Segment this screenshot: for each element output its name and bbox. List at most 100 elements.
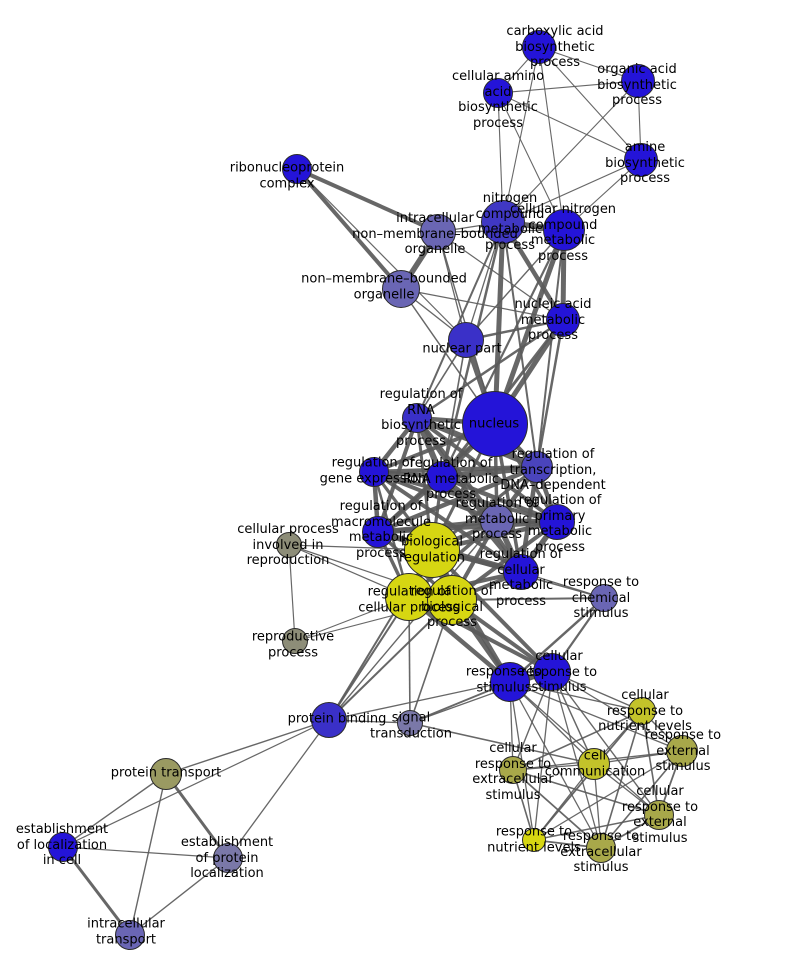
graph-edge[interactable] [129,857,229,936]
graph-edge[interactable] [373,470,558,524]
graph-node-regulation-of-biological-process[interactable] [427,575,477,625]
graph-node-response-to-external-stimulus[interactable] [666,735,698,767]
graph-edge[interactable] [502,159,642,223]
graph-node-cellular-nitrogen-compound-metabolic-process[interactable] [543,209,585,251]
graph-node-label-cell-communication: cell communication [544,748,646,780]
graph-node-response-to-nutrient-levels[interactable] [522,828,546,852]
graph-edge[interactable] [430,548,554,674]
graph-edge[interactable] [502,80,639,223]
graph-node-cell-communication[interactable] [578,748,610,780]
graph-edge[interactable] [377,464,538,535]
graph-edge[interactable] [512,769,660,816]
graph-node-protein-transport[interactable] [150,758,182,790]
graph-edge[interactable] [164,773,230,859]
graph-edge[interactable] [227,719,330,859]
graph-node-label-biological-regulation: biological regulation [398,534,466,566]
graph-edge[interactable] [416,318,564,420]
graph-node-nucleic-acid-metabolic-process[interactable] [546,303,580,337]
graph-edge[interactable] [441,474,558,525]
graph-edge[interactable] [533,750,683,841]
graph-node-organic-acid-biosynthetic-process[interactable] [621,64,655,98]
graph-edge[interactable] [61,846,132,936]
graph-edge[interactable] [62,719,330,848]
graph-node-cellular-response-to-stimulus[interactable] [533,653,571,691]
graph-node-regulation-of-metabolic-process[interactable] [480,504,514,538]
graph-node-protein-binding[interactable] [311,702,347,738]
graph-edge[interactable] [502,46,540,223]
graph-node-label-protein-transport: protein transport [110,765,222,781]
graph-edge[interactable] [295,167,403,291]
graph-edge[interactable] [372,470,523,574]
graph-edge[interactable] [535,319,565,468]
graph-edge[interactable] [377,519,558,535]
graph-node-regulation-of-transcription-dna-dependent[interactable] [521,451,553,483]
graph-node-regulation-of-rna-metabolic-process[interactable] [426,461,458,493]
graph-node-regulation-of-gene-expression[interactable] [359,457,389,487]
graph-node-regulation-of-macromolecule-metabolic-process[interactable] [362,516,394,548]
graph-edge[interactable] [296,168,467,341]
graph-edge[interactable] [600,750,683,849]
graph-edge[interactable] [296,167,439,234]
graph-edge[interactable] [288,544,296,642]
graph-edge[interactable] [509,681,643,712]
graph-node-cellular-response-to-extracellular-stimulus[interactable] [499,756,527,784]
graph-edge[interactable] [551,671,683,752]
graph-edge[interactable] [416,221,504,419]
graph-node-non-membrane-bounded-organelle[interactable] [382,270,420,308]
graph-edge[interactable] [538,46,642,161]
graph-edge[interactable] [509,597,605,683]
graph-node-cellular-amino-acid-biosynthetic-process[interactable] [483,78,513,108]
graph-node-response-to-stimulus[interactable] [490,662,530,702]
graph-edge[interactable] [451,597,605,601]
graph-node-nuclear-part[interactable] [448,322,484,358]
graph-node-regulation-of-cellular-metabolic-process[interactable] [503,554,539,590]
graph-edge[interactable] [373,470,498,523]
graph-edge[interactable] [502,221,538,468]
graph-edge[interactable] [509,681,683,752]
graph-edge[interactable] [465,229,565,341]
graph-node-ribonucleoprotein-complex[interactable] [282,154,312,184]
graph-edge[interactable] [62,846,229,859]
graph-node-label-intracellular-transport: intracellular transport [87,916,165,948]
graph-node-cellular-process-involved-in-reproduction[interactable] [276,532,302,558]
graph-edge[interactable] [533,814,660,841]
graph-edge[interactable] [512,769,602,849]
graph-edge[interactable] [538,46,565,231]
graph-node-cellular-response-to-nutrient-levels[interactable] [628,697,656,725]
graph-node-biological-regulation[interactable] [404,522,460,578]
graph-node-amine-biosynthetic-process[interactable] [624,143,658,177]
graph-node-signal-transduction[interactable] [397,710,423,736]
graph-node-response-to-chemical-stimulus[interactable] [590,584,618,612]
graph-node-cellular-response-to-external-stimulus[interactable] [644,800,674,830]
graph-node-reproductive-process[interactable] [282,628,308,654]
graph-edge[interactable] [497,92,642,161]
graph-edge[interactable] [509,681,660,816]
graph-node-label-regulation-of-primary-metabolic-process: regulation of primary metabolic process [518,493,602,555]
graph-edge[interactable] [641,710,660,816]
graph-edge[interactable] [62,773,167,848]
graph-node-intracellular-transport[interactable] [115,920,145,950]
graph-edge[interactable] [497,80,639,94]
graph-node-intracellular-non-membrane-bounded-organelle[interactable] [420,214,456,250]
graph-edge[interactable] [512,710,643,771]
graph-edge[interactable] [165,719,330,775]
graph-edge[interactable] [551,671,660,816]
graph-node-response-to-extracellular-stimulus[interactable] [586,833,616,863]
graph-node-establishment-of-protein-localization[interactable] [213,843,243,873]
graph-edge[interactable] [437,231,564,321]
graph-edge[interactable] [492,221,506,425]
graph-edge[interactable] [497,92,565,231]
graph-edge[interactable] [400,288,564,321]
graph-edge[interactable] [409,722,595,765]
graph-node-nucleus[interactable] [462,391,528,457]
graph-node-establishment-of-localization-in-cell[interactable] [48,832,78,862]
graph-node-label-cellular-response-to-nutrient-levels: cellular response to nutrient levels [598,687,692,734]
graph-edge[interactable] [536,229,565,468]
graph-node-regulation-of-primary-metabolic-process[interactable] [539,504,575,540]
graph-node-nitrogen-compound-metabolic-process[interactable] [481,200,525,244]
graph-node-regulation-of-rna-biosynthetic-process[interactable] [402,403,432,433]
graph-edge[interactable] [328,599,453,721]
graph-node-carboxylic-acid-biosynthetic-process[interactable] [522,30,556,64]
